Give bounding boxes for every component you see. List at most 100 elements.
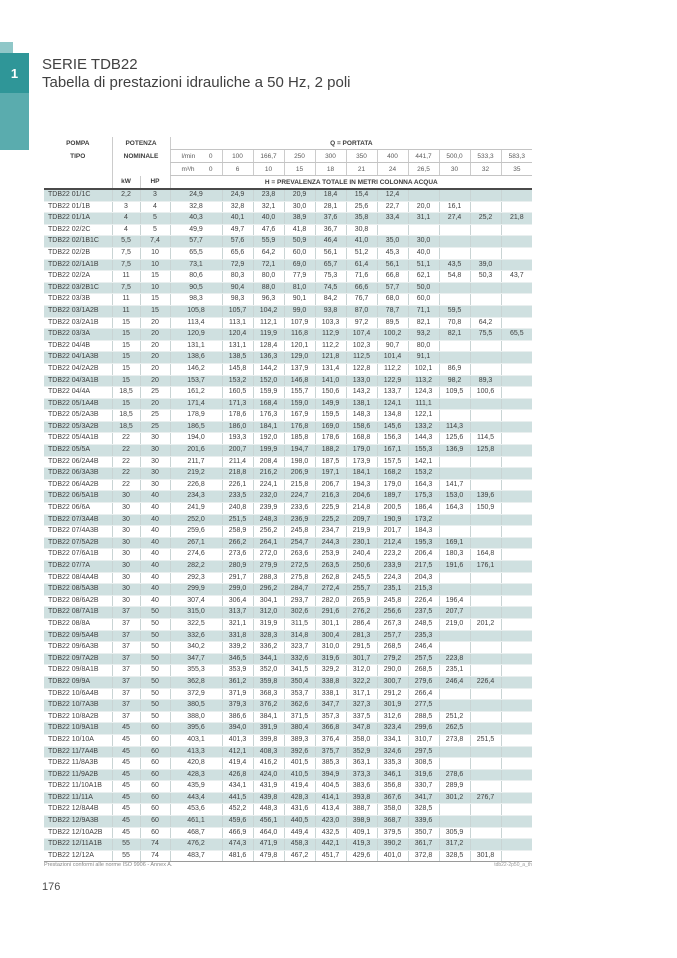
- hp-cell: 74: [139, 838, 170, 851]
- head-value-cell: [500, 769, 533, 782]
- head-value-cell: [469, 838, 501, 851]
- head-value-cell: [500, 780, 533, 793]
- head-value-cell: 321,1: [221, 618, 253, 631]
- kw-cell: 55: [111, 838, 140, 851]
- hp-cell: 60: [139, 815, 170, 828]
- head-value-cell: [500, 189, 533, 202]
- hp-cell: 50: [139, 699, 170, 712]
- head-value-cell: 334,1: [376, 734, 408, 747]
- head-value-cell: 307,4: [169, 595, 222, 608]
- head-value-cell: 39,0: [469, 259, 501, 272]
- head-value-cell: 98,2: [438, 375, 470, 388]
- head-value-cell: 138,1: [345, 398, 377, 411]
- head-value-cell: 268,5: [407, 664, 439, 677]
- iso-footnote: Prestazioni conformi alle norme ISO 9906…: [44, 862, 173, 868]
- hp-cell: 10: [139, 259, 170, 272]
- head-value-cell: [500, 259, 533, 272]
- hp-cell: 20: [139, 340, 170, 353]
- head-value-cell: [500, 479, 533, 492]
- head-value-cell: 481,6: [221, 850, 253, 863]
- head-value-cell: [500, 467, 533, 480]
- head-value-cell: 112,2: [314, 340, 346, 353]
- head-value-cell: 244,3: [314, 537, 346, 550]
- head-value-cell: 153,2: [221, 375, 253, 388]
- head-value-cell: 471,9: [252, 838, 284, 851]
- head-value-cell: 323,7: [283, 641, 315, 654]
- head-value-cell: 125,6: [438, 432, 470, 446]
- head-value-cell: 179,0: [376, 479, 408, 492]
- head-value-cell: [438, 525, 470, 538]
- head-value-cell: 276,2: [345, 606, 377, 619]
- pump-type-cell: TDB22 06/5A1B: [44, 490, 112, 504]
- head-value-cell: 93,8: [314, 305, 346, 318]
- pump-type-cell: TDB22 10/10A: [44, 734, 112, 747]
- head-value-cell: 388,7: [345, 803, 377, 817]
- table-row: TDB22 04/1A3B 15 20 138,6 138,5 136,3 129,0 121…: [44, 351, 533, 364]
- head-value-cell: 291,5: [345, 641, 377, 654]
- head-value-cell: 176,3: [252, 409, 284, 422]
- head-value-cell: 200,7: [221, 444, 253, 457]
- head-value-cell: 301,1: [314, 618, 346, 631]
- head-value-cell: 385,3: [314, 757, 346, 770]
- head-value-cell: 339,6: [407, 815, 439, 828]
- head-value-cell: 206,4: [407, 548, 439, 561]
- head-value-cell: 266,2: [221, 537, 253, 550]
- head-value-cell: [469, 189, 501, 202]
- head-value-cell: 169,0: [314, 421, 346, 434]
- head-value-cell: 310,7: [407, 734, 439, 747]
- head-value-cell: 236,9: [283, 514, 315, 527]
- lmin-unit-label: l/min: [181, 152, 196, 160]
- head-value-cell: [500, 688, 533, 701]
- head-value-cell: 336,2: [252, 641, 284, 654]
- head-value-cell: 152,0: [252, 375, 284, 388]
- lmin-zero: 0: [208, 152, 213, 160]
- hp-cell: 50: [139, 688, 170, 701]
- head-value-cell: 420,8: [169, 757, 222, 770]
- head-value-cell: 159,5: [314, 409, 346, 422]
- head-value-cell: 153,0: [438, 490, 470, 504]
- head-value-cell: [469, 780, 501, 793]
- head-value-cell: 146,8: [283, 375, 315, 388]
- head-value-cell: 145,8: [221, 363, 253, 376]
- head-value-cell: 255,7: [345, 583, 377, 596]
- pump-type-cell: TDB22 02/1A1B: [44, 259, 112, 272]
- table-row: TDB22 03/2B1C 7,5 10 90,5 90,4 88,0 81,0 74,5 66…: [44, 282, 533, 295]
- head-value-cell: 86,9: [438, 363, 470, 376]
- hp-cell: 60: [139, 827, 170, 840]
- head-value-cell: 136,9: [438, 444, 470, 457]
- head-value-cell: 112,5: [345, 351, 377, 364]
- head-value-cell: 30,8: [345, 224, 377, 237]
- head-value-cell: 379,3: [221, 699, 253, 712]
- head-value-cell: [438, 583, 470, 596]
- head-value-cell: 223,2: [376, 548, 408, 561]
- head-value-cell: 197,1: [314, 467, 346, 480]
- head-value-cell: 264,1: [252, 537, 284, 550]
- head-value-cell: 105,8: [169, 305, 222, 318]
- head-value-cell: 122,9: [376, 375, 408, 388]
- head-value-cell: 284,7: [283, 583, 315, 596]
- head-value-cell: 32,1: [252, 201, 284, 214]
- head-value-cell: 392,6: [283, 746, 315, 759]
- head-value-cell: [469, 201, 501, 214]
- head-value-cell: 319,6: [314, 653, 346, 666]
- head-value-cell: 70,8: [438, 317, 470, 330]
- head-value-cell: 119,9: [252, 328, 284, 341]
- kw-cell: 22: [111, 456, 140, 469]
- head-value-cell: 337,5: [345, 711, 377, 724]
- table-row: TDB22 09/5A4B 37 50 332,6 331,8 328,3 314,8 300…: [44, 630, 533, 643]
- head-value-cell: [500, 746, 533, 759]
- hp-cell: 30: [139, 456, 170, 469]
- pump-type-cell: TDB22 07/5A2B: [44, 537, 112, 550]
- table-row: TDB22 12/8A4B 45 60 453,6 452,2 448,3 431,6 413…: [44, 803, 533, 817]
- pump-type-cell: TDB22 12/9A3B: [44, 815, 112, 828]
- head-value-cell: 288,3: [252, 572, 284, 585]
- head-value-cell: 217,5: [407, 560, 439, 573]
- head-value-cell: 178,6: [314, 432, 346, 446]
- kw-cell: 7,5: [111, 282, 140, 295]
- hp-cell: 40: [139, 537, 170, 550]
- head-value-cell: 41,8: [283, 224, 315, 237]
- head-value-cell: 429,6: [345, 850, 377, 863]
- head-value-cell: 97,2: [345, 317, 377, 330]
- head-value-cell: [500, 317, 533, 330]
- head-value-cell: 98,3: [169, 293, 222, 306]
